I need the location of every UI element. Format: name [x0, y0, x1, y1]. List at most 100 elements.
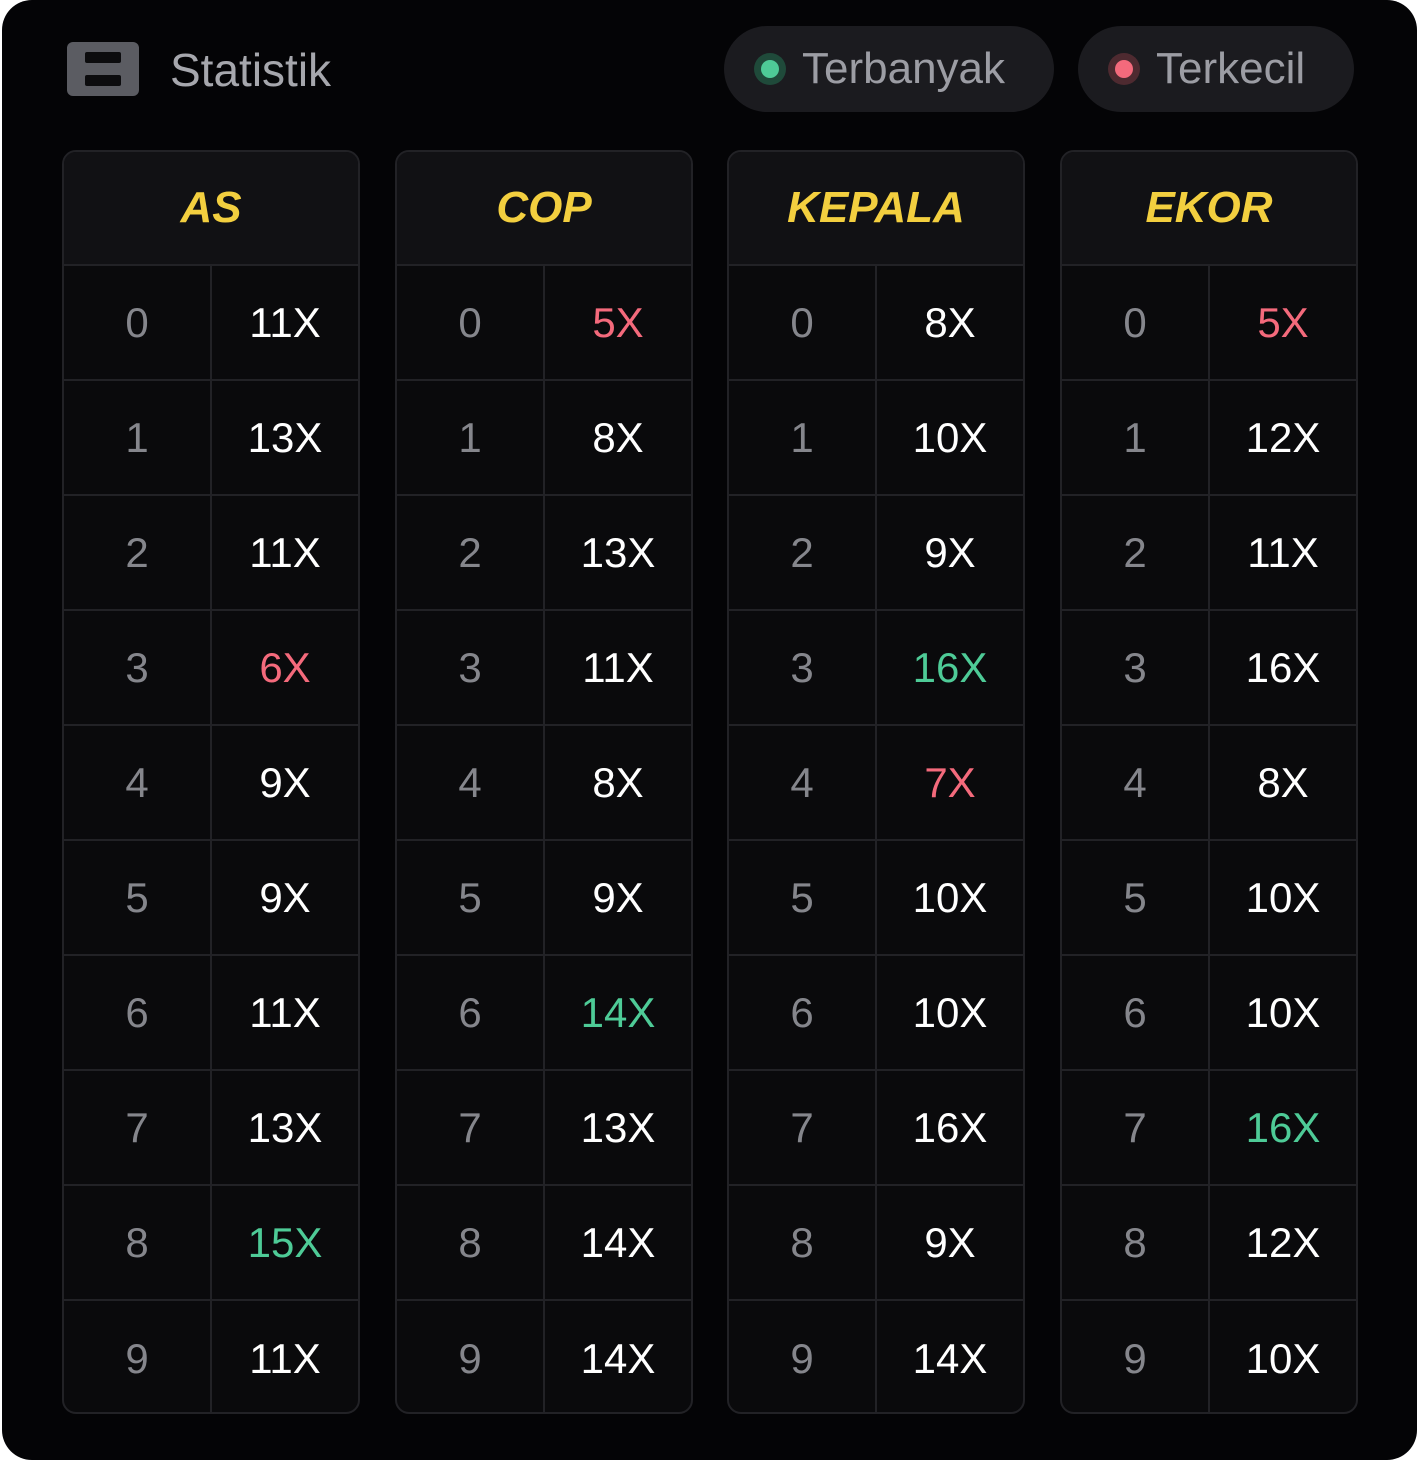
table-row: 9 14X: [729, 1301, 1023, 1412]
red-dot-icon: [1108, 53, 1140, 85]
table-row: 5 10X: [1062, 841, 1356, 956]
count-cell: 10X: [912, 413, 988, 461]
count-cell: 10X: [912, 988, 988, 1036]
table-row: 4 8X: [397, 726, 691, 841]
table-row: 5 9X: [397, 841, 691, 956]
table-row: 7 16X: [1062, 1071, 1356, 1186]
count-cell: 14X: [580, 1218, 656, 1266]
digit-cell: 4: [64, 726, 212, 839]
table-row: 4 7X: [729, 726, 1023, 841]
digit-cell: 6: [1062, 956, 1210, 1069]
count-cell: 8X: [592, 413, 644, 461]
table-row: 8 12X: [1062, 1186, 1356, 1301]
digit-cell: 5: [1062, 841, 1210, 954]
table-row: 1 10X: [729, 381, 1023, 496]
count-cell: 16X: [1245, 1103, 1321, 1151]
legend-most-label: Terbanyak: [802, 44, 1006, 93]
digit-cell: 0: [729, 266, 877, 379]
table-row: 3 16X: [1062, 611, 1356, 726]
stat-column-cop: COP 0 5X 1 8X 2 13X 3 11X 4 8X 5 9X 6 14X 7 13X 8 14X 9 14X: [395, 150, 693, 1414]
digit-cell: 1: [1062, 381, 1210, 494]
table-row: 7 13X: [64, 1071, 358, 1186]
table-row: 5 9X: [64, 841, 358, 956]
column-header: COP: [397, 152, 691, 266]
count-cell: 13X: [247, 413, 323, 461]
digit-cell: 3: [1062, 611, 1210, 724]
legend-least-label: Terkecil: [1156, 44, 1306, 93]
digit-cell: 4: [1062, 726, 1210, 839]
count-cell: 9X: [259, 758, 311, 806]
digit-cell: 0: [397, 266, 545, 379]
count-cell: 8X: [592, 758, 644, 806]
digit-cell: 2: [1062, 496, 1210, 609]
table-row: 8 9X: [729, 1186, 1023, 1301]
count-cell: 15X: [247, 1218, 323, 1266]
table-row: 0 11X: [64, 266, 358, 381]
table-row: 4 9X: [64, 726, 358, 841]
count-cell: 11X: [249, 1334, 321, 1382]
digit-cell: 7: [1062, 1071, 1210, 1184]
table-row: 2 9X: [729, 496, 1023, 611]
count-cell: 16X: [912, 1103, 988, 1151]
digit-cell: 1: [64, 381, 212, 494]
digit-cell: 9: [729, 1301, 877, 1412]
count-cell: 16X: [1245, 643, 1321, 691]
count-cell: 9X: [924, 528, 976, 576]
column-header: AS: [64, 152, 358, 266]
digit-cell: 0: [64, 266, 212, 379]
digit-cell: 4: [729, 726, 877, 839]
digit-cell: 6: [729, 956, 877, 1069]
green-dot-icon: [754, 53, 786, 85]
table-row: 6 11X: [64, 956, 358, 1071]
digit-cell: 8: [397, 1186, 545, 1299]
table-row: 9 14X: [397, 1301, 691, 1412]
table-row: 7 16X: [729, 1071, 1023, 1186]
digit-cell: 3: [729, 611, 877, 724]
digit-cell: 8: [1062, 1186, 1210, 1299]
count-cell: 8X: [924, 298, 976, 346]
count-cell: 12X: [1245, 1218, 1321, 1266]
table-row: 9 10X: [1062, 1301, 1356, 1412]
table-row: 1 13X: [64, 381, 358, 496]
count-cell: 14X: [580, 1334, 656, 1382]
table-row: 5 10X: [729, 841, 1023, 956]
count-cell: 14X: [912, 1334, 988, 1382]
table-row: 1 12X: [1062, 381, 1356, 496]
digit-cell: 5: [64, 841, 212, 954]
digit-cell: 8: [64, 1186, 212, 1299]
digit-cell: 2: [64, 496, 212, 609]
table-icon: [67, 42, 139, 96]
table-row: 2 11X: [1062, 496, 1356, 611]
count-cell: 10X: [1245, 988, 1321, 1036]
digit-cell: 6: [397, 956, 545, 1069]
table-row: 2 11X: [64, 496, 358, 611]
count-cell: 11X: [249, 988, 321, 1036]
digit-cell: 3: [64, 611, 212, 724]
stat-column-as: AS 0 11X 1 13X 2 11X 3 6X 4 9X 5 9X 6 11X 7 13X 8 15X 9 11X: [62, 150, 360, 1414]
count-cell: 10X: [1245, 1334, 1321, 1382]
table-row: 8 15X: [64, 1186, 358, 1301]
legend-least: Terkecil: [1078, 26, 1354, 112]
table-row: 6 14X: [397, 956, 691, 1071]
digit-cell: 3: [397, 611, 545, 724]
digit-cell: 5: [397, 841, 545, 954]
column-header: KEPALA: [729, 152, 1023, 266]
count-cell: 9X: [259, 873, 311, 921]
count-cell: 10X: [912, 873, 988, 921]
digit-cell: 5: [729, 841, 877, 954]
count-cell: 16X: [912, 643, 988, 691]
digit-cell: 9: [397, 1301, 545, 1412]
table-row: 3 11X: [397, 611, 691, 726]
count-cell: 6X: [259, 643, 311, 691]
count-cell: 11X: [1247, 528, 1319, 576]
stat-column-ekor: EKOR 0 5X 1 12X 2 11X 3 16X 4 8X 5 10X 6 10X 7 16X 8 12X 9 1…: [1060, 150, 1358, 1414]
table-row: 6 10X: [729, 956, 1023, 1071]
count-cell: 14X: [580, 988, 656, 1036]
table-row: 3 16X: [729, 611, 1023, 726]
digit-cell: 6: [64, 956, 212, 1069]
digit-cell: 9: [64, 1301, 212, 1412]
count-cell: 10X: [1245, 873, 1321, 921]
table-row: 0 5X: [1062, 266, 1356, 381]
count-cell: 12X: [1245, 413, 1321, 461]
